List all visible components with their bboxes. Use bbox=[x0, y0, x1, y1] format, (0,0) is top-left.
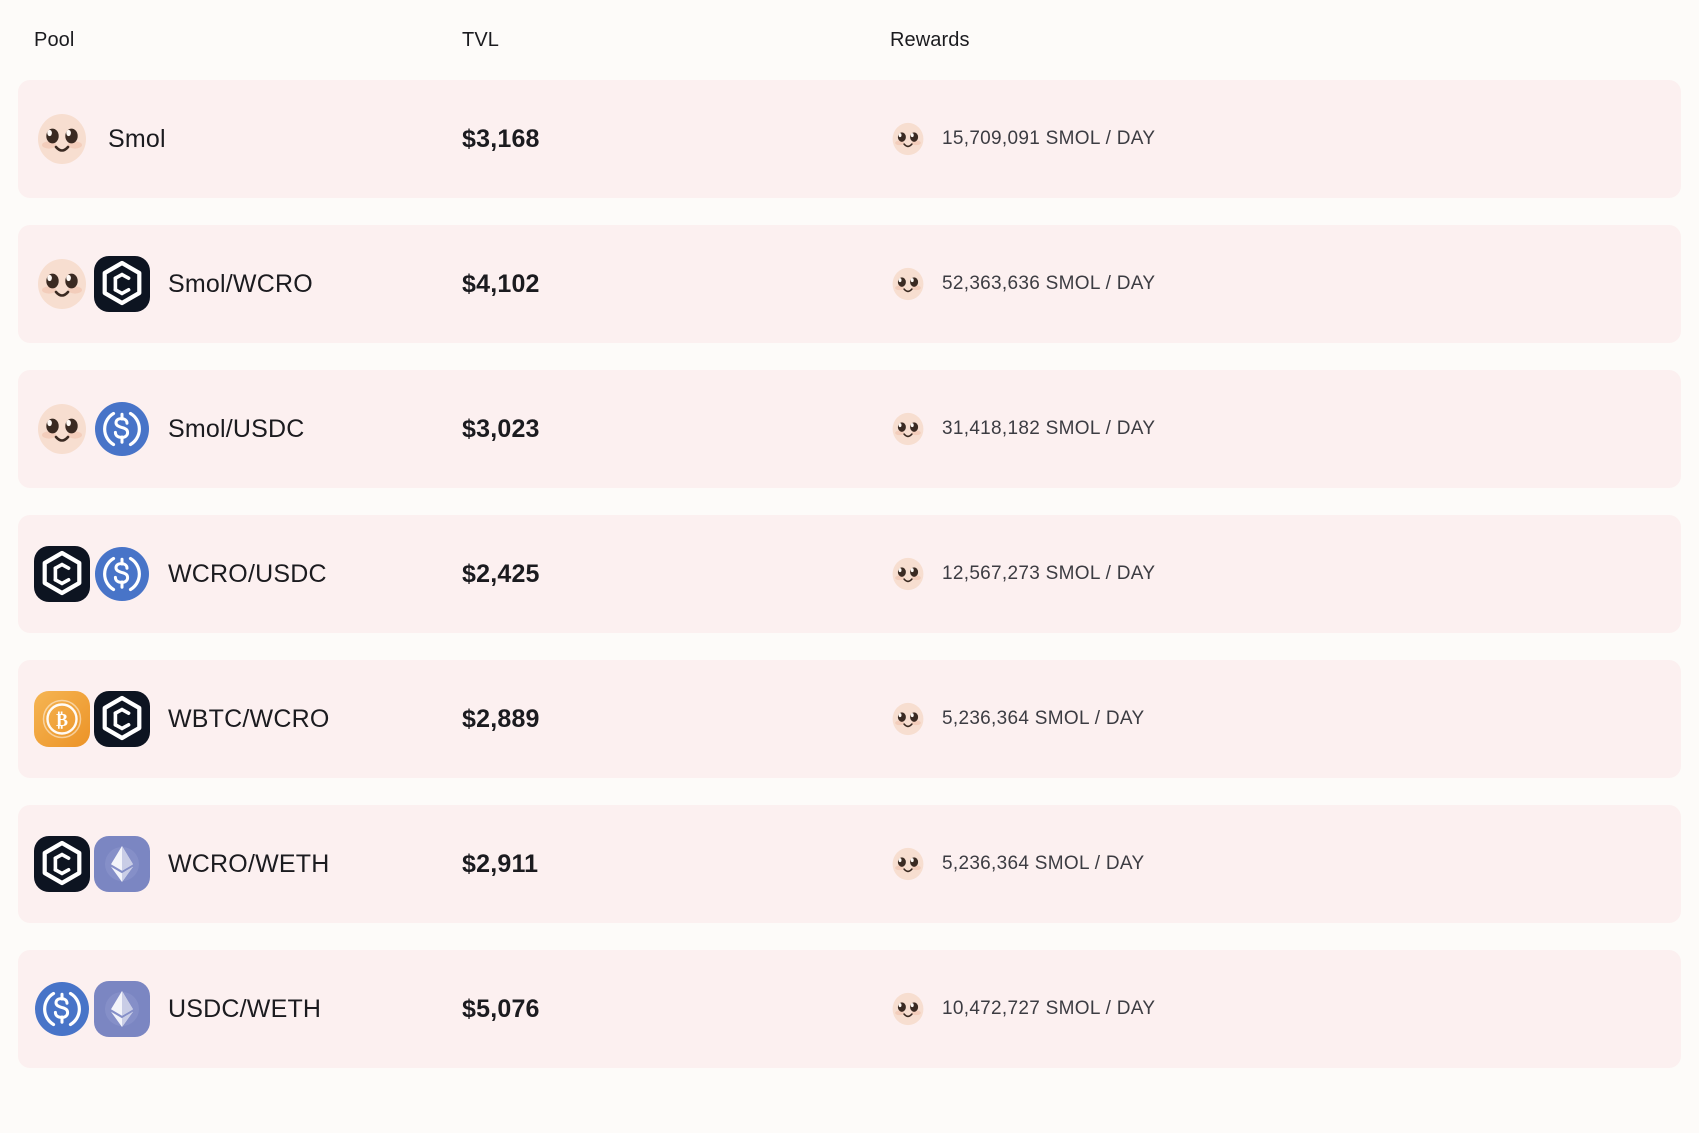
cronos-icon bbox=[34, 546, 90, 602]
table-row[interactable]: Smol/USDC $3,023 31,418,182 SMOL / DAY bbox=[18, 370, 1681, 488]
rewards-value: 5,236,364 SMOL / DAY bbox=[942, 853, 1145, 874]
cronos-icon bbox=[34, 836, 90, 892]
rewards-value: 52,363,636 SMOL / DAY bbox=[942, 273, 1156, 294]
pool-cell: WCRO/WETH bbox=[34, 836, 462, 892]
usdc-icon bbox=[35, 982, 89, 1036]
table-header-row: Pool TVL Rewards bbox=[0, 0, 1699, 80]
table-row[interactable]: WCRO/WETH $2,911 5,236,364 SMOL / DAY bbox=[18, 805, 1681, 923]
wbtc-icon: ₿ bbox=[34, 691, 90, 747]
rewards-cell: 31,418,182 SMOL / DAY bbox=[890, 411, 1665, 447]
token-icon-pair bbox=[34, 111, 90, 167]
rewards-value: 5,236,364 SMOL / DAY bbox=[942, 708, 1145, 729]
tvl-cell: $3,168 bbox=[462, 125, 890, 154]
token-icon-pair bbox=[34, 256, 150, 312]
tvl-value: $4,102 bbox=[462, 269, 540, 298]
tvl-value: $3,023 bbox=[462, 414, 540, 443]
tvl-value: $2,425 bbox=[462, 559, 540, 588]
table-row[interactable]: USDC/WETH $5,076 10,472,727 SMOL / DAY bbox=[18, 950, 1681, 1068]
smol-icon bbox=[892, 557, 924, 591]
pool-cell: Smol/USDC bbox=[34, 401, 462, 457]
cronos-icon bbox=[94, 256, 150, 312]
pool-name: Smol/USDC bbox=[168, 414, 305, 443]
tvl-cell: $5,076 bbox=[462, 995, 890, 1024]
table-body: Smol $3,168 15,709,091 SMOL / DAY Smol/WCRO… bbox=[0, 80, 1699, 1068]
smol-icon bbox=[892, 122, 924, 156]
token-icon-pair bbox=[34, 836, 150, 892]
pool-name: WBTC/WCRO bbox=[168, 704, 330, 733]
pool-name: WCRO/USDC bbox=[168, 559, 327, 588]
tvl-cell: $2,889 bbox=[462, 705, 890, 734]
smol-icon bbox=[892, 412, 924, 446]
column-header-pool[interactable]: Pool bbox=[34, 28, 75, 51]
weth-icon bbox=[94, 981, 150, 1037]
pool-name: WCRO/WETH bbox=[168, 849, 330, 878]
tvl-cell: $3,023 bbox=[462, 415, 890, 444]
pools-table: Pool TVL Rewards Smol $3,168 15,709,091 SM… bbox=[0, 0, 1699, 1068]
pool-cell: ₿ WBTC/WCRO bbox=[34, 691, 462, 747]
smol-icon bbox=[38, 259, 86, 309]
table-row[interactable]: Smol $3,168 15,709,091 SMOL / DAY bbox=[18, 80, 1681, 198]
tvl-cell: $2,911 bbox=[462, 850, 890, 879]
rewards-value: 31,418,182 SMOL / DAY bbox=[942, 418, 1156, 439]
column-header-rewards[interactable]: Rewards bbox=[890, 28, 970, 51]
pool-cell: USDC/WETH bbox=[34, 981, 462, 1037]
pool-name: Smol bbox=[108, 124, 166, 153]
token-icon-pair bbox=[34, 546, 150, 602]
tvl-value: $5,076 bbox=[462, 994, 540, 1023]
table-row[interactable]: ₿ WBTC/WCRO $2,889 5,236,364 SMOL / DAY bbox=[18, 660, 1681, 778]
rewards-value: 10,472,727 SMOL / DAY bbox=[942, 998, 1156, 1019]
tvl-value: $3,168 bbox=[462, 124, 540, 153]
smol-icon bbox=[892, 847, 924, 881]
rewards-value: 12,567,273 SMOL / DAY bbox=[942, 563, 1156, 584]
smol-icon bbox=[892, 702, 924, 736]
smol-icon bbox=[38, 404, 86, 454]
rewards-cell: 15,709,091 SMOL / DAY bbox=[890, 121, 1665, 157]
tvl-cell: $2,425 bbox=[462, 560, 890, 589]
rewards-cell: 52,363,636 SMOL / DAY bbox=[890, 266, 1665, 302]
token-icon-pair: ₿ bbox=[34, 691, 150, 747]
smol-icon bbox=[892, 992, 924, 1026]
pool-cell: WCRO/USDC bbox=[34, 546, 462, 602]
cronos-icon bbox=[94, 691, 150, 747]
pool-cell: Smol bbox=[34, 111, 462, 167]
table-row[interactable]: WCRO/USDC $2,425 12,567,273 SMOL / DAY bbox=[18, 515, 1681, 633]
rewards-cell: 5,236,364 SMOL / DAY bbox=[890, 701, 1665, 737]
column-header-tvl[interactable]: TVL bbox=[462, 28, 499, 51]
usdc-icon bbox=[95, 547, 149, 601]
rewards-cell: 5,236,364 SMOL / DAY bbox=[890, 846, 1665, 882]
token-icon-pair bbox=[34, 401, 150, 457]
token-icon-pair bbox=[34, 981, 150, 1037]
rewards-cell: 12,567,273 SMOL / DAY bbox=[890, 556, 1665, 592]
pool-name: USDC/WETH bbox=[168, 994, 322, 1023]
weth-icon bbox=[94, 836, 150, 892]
rewards-value: 15,709,091 SMOL / DAY bbox=[942, 128, 1156, 149]
smol-icon bbox=[38, 114, 86, 164]
tvl-value: $2,911 bbox=[462, 849, 539, 878]
pool-name: Smol/WCRO bbox=[168, 269, 313, 298]
usdc-icon bbox=[95, 402, 149, 456]
smol-icon bbox=[892, 267, 924, 301]
rewards-cell: 10,472,727 SMOL / DAY bbox=[890, 991, 1665, 1027]
pool-cell: Smol/WCRO bbox=[34, 256, 462, 312]
table-row[interactable]: Smol/WCRO $4,102 52,363,636 SMOL / DAY bbox=[18, 225, 1681, 343]
svg-text:₿: ₿ bbox=[56, 710, 68, 730]
tvl-cell: $4,102 bbox=[462, 270, 890, 299]
tvl-value: $2,889 bbox=[462, 704, 540, 733]
